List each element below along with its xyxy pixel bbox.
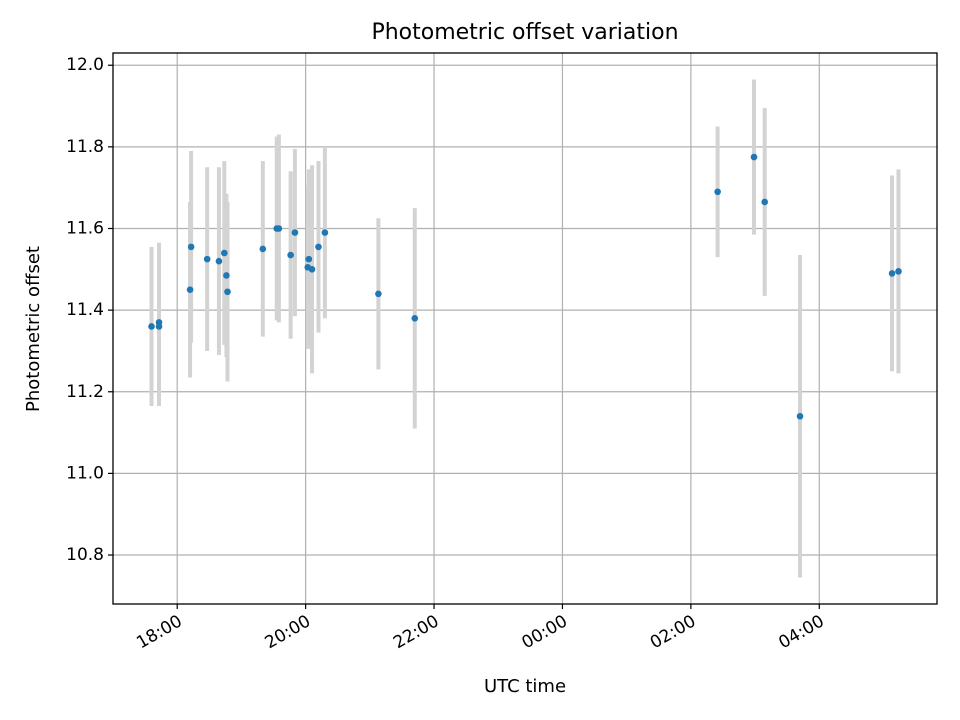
data-point: [750, 153, 758, 161]
data-point: [224, 288, 231, 296]
data-point: [203, 255, 211, 263]
y-tick-label: 11.8: [66, 137, 104, 157]
data-point: [155, 323, 163, 330]
data-point: [895, 268, 902, 275]
data-point: [761, 198, 769, 206]
data-point: [321, 229, 329, 236]
plot-frame: [112, 52, 938, 605]
y-tick-label: 11.2: [66, 382, 104, 402]
data-point: [375, 290, 382, 298]
data-point: [291, 229, 299, 236]
data-point: [220, 249, 228, 257]
data-point: [888, 270, 896, 277]
y-tick-label: 12.0: [66, 55, 104, 75]
chart-title: Photometric offset variation: [371, 20, 678, 45]
data-point: [215, 257, 223, 265]
data-point: [287, 251, 294, 259]
data-point: [187, 243, 195, 251]
y-axis-label: Photometric offset: [23, 246, 44, 412]
data-point: [308, 266, 316, 273]
data-point: [315, 243, 322, 251]
data-point: [223, 272, 230, 279]
y-tick-label: 11.4: [66, 300, 104, 320]
data-point: [275, 225, 283, 232]
x-axis-label: UTC time: [484, 676, 566, 697]
y-tick-label: 11.6: [66, 219, 104, 239]
data-point: [714, 188, 721, 196]
data-point: [305, 255, 313, 263]
data-point: [148, 323, 155, 330]
data-point: [186, 286, 194, 294]
data-point: [259, 245, 267, 253]
y-tick-label: 10.8: [66, 545, 104, 565]
data-point: [411, 314, 419, 322]
data-point: [796, 412, 804, 420]
data-points: [148, 153, 902, 420]
y-tick-label: 11.0: [66, 463, 104, 483]
